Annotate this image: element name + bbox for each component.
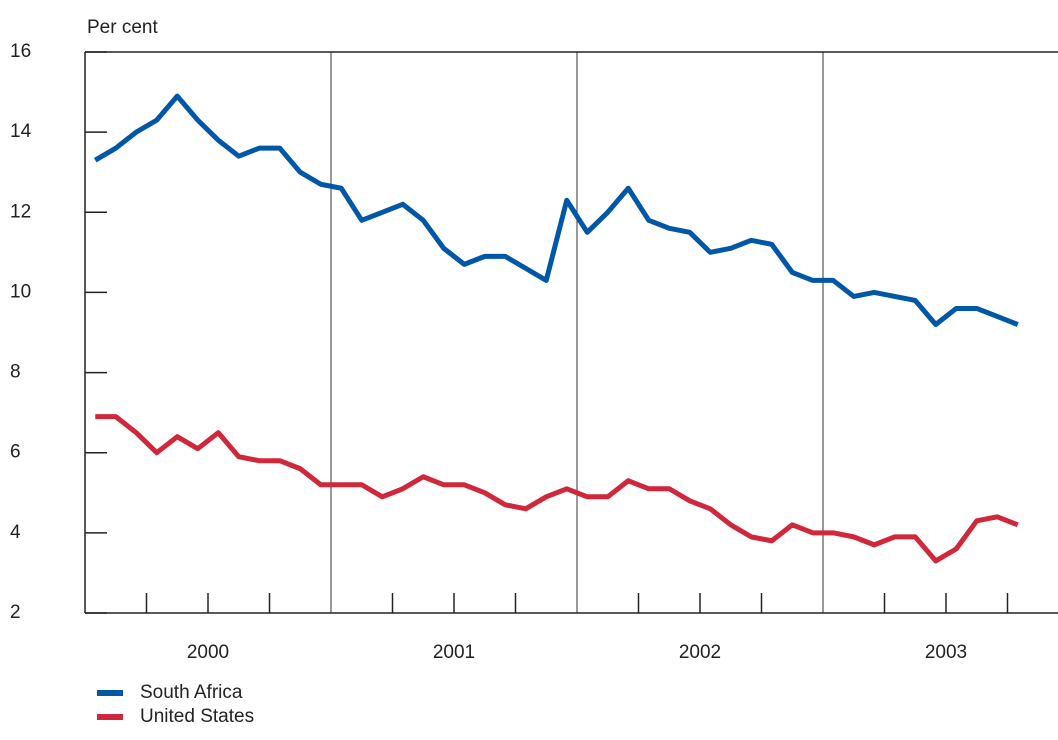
x-tick-label: 2000 (187, 642, 229, 663)
x-tick-label: 2003 (925, 642, 967, 663)
y-tick-label: 16 (10, 41, 31, 62)
y-tick-label: 2 (10, 602, 21, 623)
y-tick-label: 14 (10, 121, 32, 142)
y-tick-label: 10 (10, 281, 31, 302)
x-tick-label: 2002 (679, 642, 721, 663)
legend-label: United States (140, 706, 254, 727)
line-series (95, 414, 1019, 564)
y-axis-label: Per cent (87, 17, 158, 38)
legend-swatch (97, 690, 123, 696)
y-tick-label: 12 (10, 201, 31, 222)
line-series (93, 93, 1019, 327)
x-tick-label: 2001 (433, 642, 475, 663)
y-tick-label: 6 (10, 442, 21, 463)
legend-label: South Africa (140, 682, 243, 703)
y-tick-label: 4 (10, 522, 21, 543)
legend-swatch (97, 714, 123, 720)
y-tick-label: 8 (10, 362, 21, 383)
